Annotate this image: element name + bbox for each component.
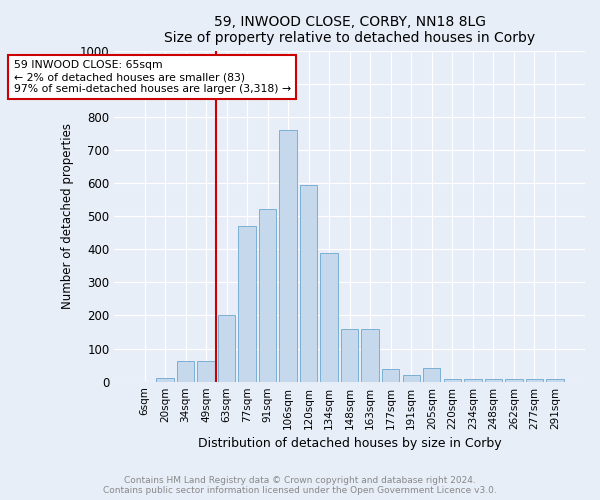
- Bar: [382, 370, 400, 382]
- Bar: [423, 368, 440, 382]
- Bar: [177, 361, 194, 382]
- Bar: [403, 375, 420, 382]
- Bar: [505, 379, 523, 382]
- Bar: [443, 379, 461, 382]
- Bar: [546, 379, 563, 382]
- Bar: [157, 378, 174, 382]
- Bar: [526, 379, 543, 382]
- Bar: [197, 361, 215, 382]
- Y-axis label: Number of detached properties: Number of detached properties: [61, 123, 74, 309]
- Title: 59, INWOOD CLOSE, CORBY, NN18 8LG
Size of property relative to detached houses i: 59, INWOOD CLOSE, CORBY, NN18 8LG Size o…: [164, 15, 535, 45]
- Bar: [341, 328, 358, 382]
- Bar: [280, 130, 297, 382]
- Bar: [259, 210, 277, 382]
- Bar: [238, 226, 256, 382]
- Bar: [300, 184, 317, 382]
- X-axis label: Distribution of detached houses by size in Corby: Distribution of detached houses by size …: [198, 437, 502, 450]
- Bar: [320, 252, 338, 382]
- Bar: [485, 379, 502, 382]
- Bar: [361, 328, 379, 382]
- Text: 59 INWOOD CLOSE: 65sqm
← 2% of detached houses are smaller (83)
97% of semi-deta: 59 INWOOD CLOSE: 65sqm ← 2% of detached …: [14, 60, 291, 94]
- Text: Contains HM Land Registry data © Crown copyright and database right 2024.
Contai: Contains HM Land Registry data © Crown c…: [103, 476, 497, 495]
- Bar: [464, 379, 482, 382]
- Bar: [218, 316, 235, 382]
